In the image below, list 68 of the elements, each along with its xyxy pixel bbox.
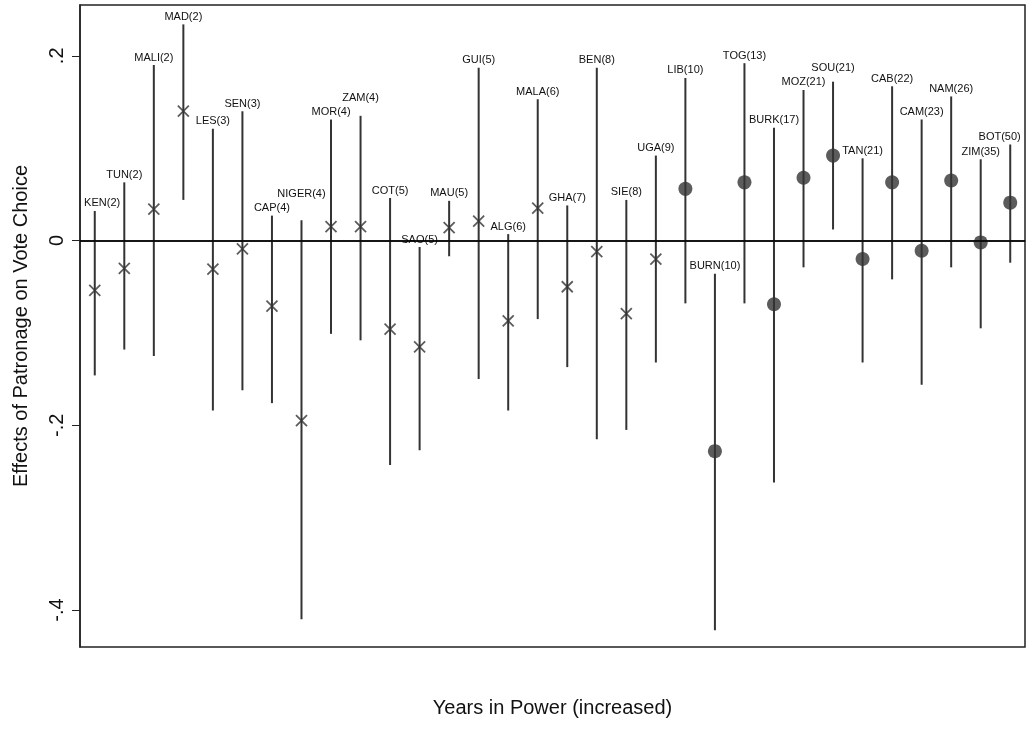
point [88, 284, 102, 297]
y-tick-label: -.4 [45, 598, 67, 622]
x-tick-label: MAD(2) [164, 9, 203, 22]
point [944, 173, 959, 188]
x-tick-label: ZAM(4) [342, 91, 379, 104]
x-tick-label: BURK(17) [748, 113, 800, 126]
x-tick-label: MALI(2) [134, 50, 174, 63]
y-axis-title: Effects of Patronage on Vote Choice [9, 164, 31, 488]
x-tick-label: SOU(21) [811, 61, 855, 74]
x-tick-label: TAN(21) [842, 143, 883, 156]
point [1003, 195, 1018, 210]
point [206, 262, 220, 276]
x-tick-label: LIB(10) [667, 63, 704, 76]
x-tick-label: LES(3) [195, 114, 231, 127]
point [324, 220, 338, 234]
x-tick-label: CAP(4) [253, 201, 290, 214]
x-tick-label: CAM(23) [899, 105, 944, 118]
y-tick-label: .2 [45, 47, 67, 65]
x-tick-label: TUN(2) [106, 167, 143, 180]
point [472, 214, 486, 228]
x-tick-label: SIE(8) [610, 185, 642, 198]
point [707, 444, 722, 459]
y-tick-label: 0 [45, 234, 67, 247]
x-tick-label: BOT(50) [978, 129, 1021, 142]
x-axis-title: Years in Power (increased) [432, 696, 673, 718]
x-tick-label: UGA(9) [637, 141, 675, 154]
point [442, 221, 456, 235]
x-tick-label: MOZ(21) [781, 75, 826, 88]
x-tick-label: NIGER(4) [277, 187, 326, 200]
x-tick-label: SEN(3) [224, 96, 261, 109]
point [914, 243, 929, 258]
point [295, 414, 308, 428]
point [590, 245, 604, 259]
x-tick-label: MALA(6) [516, 84, 560, 97]
x-tick-label: COT(5) [371, 183, 409, 196]
x-tick-label: GHA(7) [548, 190, 586, 203]
x-tick-label: NAM(26) [929, 81, 974, 94]
x-tick-label: TOG(13) [722, 48, 767, 61]
x-tick-label: BURN(10) [689, 259, 741, 272]
x-tick-label: MOR(4) [311, 105, 351, 118]
x-tick-label: MAU(5) [430, 186, 469, 199]
point [619, 307, 633, 320]
point [117, 261, 131, 275]
point [855, 252, 870, 267]
x-tick-label: ALG(6) [490, 219, 526, 232]
point [383, 322, 397, 336]
point [236, 242, 249, 256]
point [796, 170, 811, 185]
point [649, 252, 663, 266]
point [413, 340, 427, 354]
x-tick-label: BEN(8) [578, 53, 615, 66]
point [885, 175, 900, 190]
x-tick-label: ZIM(35) [961, 144, 1000, 157]
point [265, 299, 279, 313]
point [501, 314, 515, 328]
x-tick-label: GUI(5) [462, 53, 496, 66]
point [560, 280, 574, 294]
point [147, 202, 161, 216]
point [678, 181, 693, 196]
point [737, 175, 752, 190]
point [176, 104, 190, 118]
x-tick-label: CAB(22) [871, 71, 914, 84]
point [767, 297, 781, 312]
point [826, 148, 841, 163]
y-tick-label: -.2 [45, 413, 67, 437]
point [354, 220, 367, 234]
x-tick-label: KEN(2) [84, 196, 121, 209]
point [531, 201, 545, 215]
